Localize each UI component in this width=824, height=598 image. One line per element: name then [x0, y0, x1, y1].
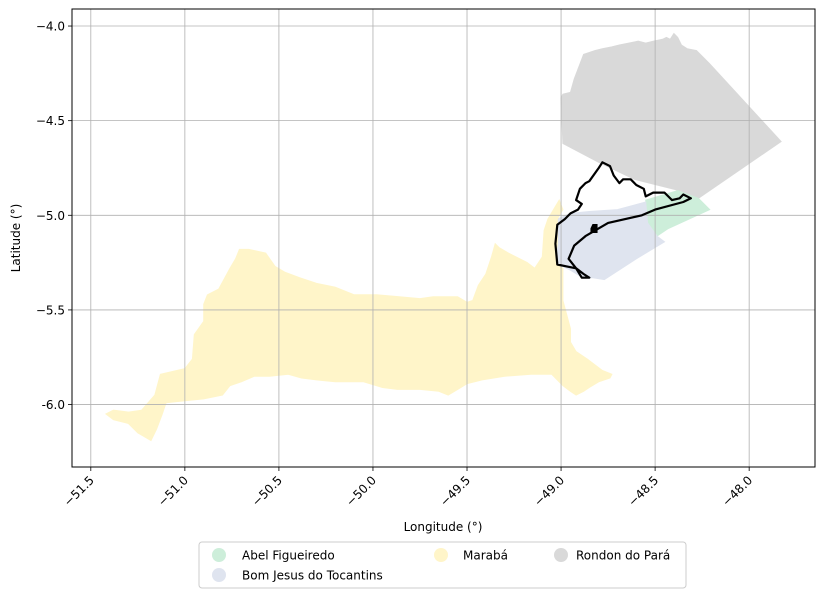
- x-tick-label: −50.5: [249, 473, 285, 509]
- grid-layer: [72, 9, 815, 467]
- outline-layer: [554, 161, 693, 279]
- x-axis-label: Longitude (°): [404, 520, 483, 534]
- x-tick-label: −51.5: [61, 473, 97, 509]
- legend-label-bom-jesus-do-tocantins: Bom Jesus do Tocantins: [242, 569, 383, 583]
- legend-swatch-maraba: [434, 548, 448, 562]
- legend-swatch-bom-jesus-do-tocantins: [212, 568, 226, 582]
- x-axis: −51.5 −51.0 −50.5 −50.0 −49.5 −49.0 −48.5 −48.0: [61, 467, 755, 509]
- legend: Abel Figueiredo Bom Jesus do Tocantins M…: [198, 541, 687, 589]
- x-tick-label: −51.0: [155, 473, 191, 509]
- x-tick-label: −50.0: [343, 473, 379, 509]
- legend-label-rondon-do-para: Rondon do Pará: [576, 549, 670, 563]
- legend-swatch-abel-figueiredo: [212, 548, 226, 562]
- highlighted-boundary: [554, 161, 693, 279]
- y-tick-label: −5.5: [36, 303, 65, 317]
- y-axis-label: Latitude (°): [9, 204, 23, 273]
- plot-area: [71, 8, 816, 468]
- y-tick-label: −4.5: [36, 114, 65, 128]
- highlighted-boundary-islet: [590, 224, 598, 234]
- legend-label-maraba: Marabá: [463, 549, 508, 563]
- y-axis: −4.0 −4.5 −5.0 −5.5 -6.0: [36, 20, 72, 412]
- y-tick-label: −5.0: [36, 209, 65, 223]
- x-tick-label: −48.0: [719, 473, 755, 509]
- x-tick-label: −49.0: [531, 473, 567, 509]
- y-tick-label: -6.0: [42, 398, 65, 412]
- legend-label-abel-figueiredo: Abel Figueiredo: [242, 549, 335, 563]
- x-tick-label: −49.5: [437, 473, 473, 509]
- plot-frame: [71, 8, 816, 468]
- y-tick-label: −4.0: [36, 20, 65, 34]
- legend-swatch-rondon-do-para: [554, 548, 568, 562]
- x-tick-label: −48.5: [625, 473, 661, 509]
